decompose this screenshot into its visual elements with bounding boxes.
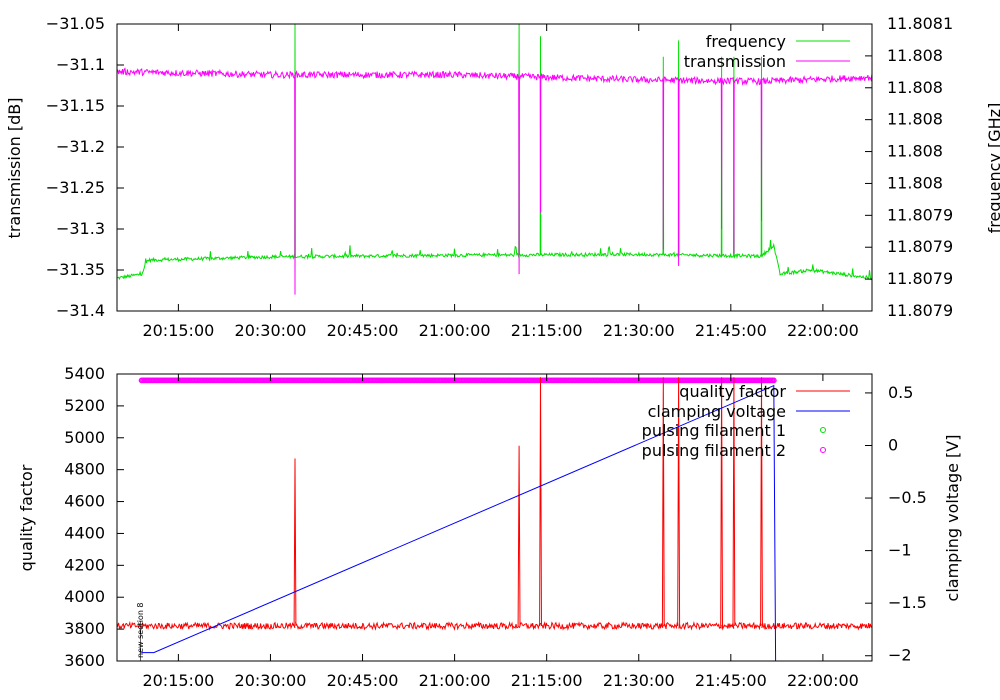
top-y2-tick-label: 11.8079 (887, 269, 953, 288)
top-legend: frequency transmission (684, 32, 850, 71)
top-plot-frame (116, 23, 873, 312)
bottom-y-tick-label: 4200 (64, 555, 105, 574)
top-y2-tick-label: 11.808 (887, 78, 943, 97)
bottom-x-tick-label: 21:30:00 (603, 671, 675, 690)
top-x-tick-label: 21:45:00 (695, 321, 767, 340)
bottom-y-tick-label: 4400 (64, 523, 105, 542)
top-y2-tick-label: 11.808 (887, 110, 943, 129)
bottom-x-tick-label: 22:00:00 (787, 671, 859, 690)
bottom-y-tick-label: 5200 (64, 396, 105, 415)
bottom-y-tick-label: 4600 (64, 492, 105, 511)
top-y-tick-label: −31.3 (56, 219, 105, 238)
top-y2-tick-label: 11.8079 (887, 237, 953, 256)
legend-label-frequency: frequency (706, 32, 786, 51)
top-y-tick-label: −31.15 (46, 96, 105, 115)
legend-marker-pulsing-filament-1 (820, 427, 826, 433)
bottom-y-axis-right: 0.5 0 −0.5 −1 −1.5 −2 (865, 383, 927, 665)
legend-label-quality-factor: quality factor (679, 382, 786, 401)
bottom-y2-tick-label: −1.5 (888, 593, 927, 612)
top-y-axis-label: transmission [dB] (5, 98, 24, 239)
top-y-tick-label: −31.05 (46, 14, 105, 33)
top-x-tick-label: 20:45:00 (327, 321, 399, 340)
bottom-plot-frame (116, 373, 873, 662)
top-y2-tick-label: 11.808 (887, 46, 943, 65)
bottom-x-tick-label: 21:00:00 (419, 671, 491, 690)
top-y2-tick-label: 11.8081 (887, 14, 953, 33)
bottom-y2-tick-label: 0.5 (888, 383, 913, 402)
top-y2-tick-label: 11.808 (887, 173, 943, 192)
legend-label-transmission: transmission (684, 52, 786, 71)
legend-label-pulsing-filament-2: pulsing filament 2 (642, 441, 786, 460)
bottom-y-tick-label: 3600 (64, 651, 105, 670)
top-x-tick-label: 21:00:00 (419, 321, 491, 340)
top-panel: 20:15:00 20:30:00 20:45:00 21:00:00 21:15:00… (5, 14, 1000, 340)
top-x-tick-label: 20:30:00 (235, 321, 307, 340)
bottom-series-layer (116, 377, 873, 662)
top-y-tick-label: −31.1 (56, 55, 105, 74)
top-y2-axis-label: frequency [GHz] (985, 103, 1000, 234)
bottom-x-tick-label: 20:30:00 (235, 671, 307, 690)
bottom-y2-tick-label: −1 (888, 541, 912, 560)
bottom-x-axis: 20:15:00 20:30:00 20:45:00 21:00:00 21:15:00… (142, 374, 859, 690)
bottom-x-tick-label: 21:45:00 (695, 671, 767, 690)
top-y2-tick-label: 11.808 (887, 142, 943, 161)
bottom-y-axis-label: quality factor (17, 464, 36, 571)
legend-marker-pulsing-filament-2 (820, 447, 826, 453)
bottom-panel: 20:15:00 20:30:00 20:45:00 21:00:00 21:15:00… (17, 364, 962, 690)
series-frequency-line (116, 23, 872, 281)
bottom-y2-axis-label: clamping voltage [V] (943, 435, 962, 602)
series-transmission-line (116, 67, 873, 295)
top-x-tick-label: 20:15:00 (142, 321, 214, 340)
top-x-tick-label: 21:30:00 (603, 321, 675, 340)
top-x-tick-label: 21:15:00 (511, 321, 583, 340)
top-y2-tick-label: 11.8079 (887, 301, 953, 320)
bottom-x-tick-label: 20:45:00 (327, 671, 399, 690)
section-annotation: new section 8 (136, 602, 145, 658)
bottom-y-tick-label: 5000 (64, 428, 105, 447)
bottom-y-tick-label: 4800 (64, 460, 105, 479)
bottom-y2-tick-label: −0.5 (888, 488, 927, 507)
top-y-tick-label: −31.2 (56, 137, 105, 156)
bottom-y2-tick-label: 0 (888, 435, 898, 454)
top-y2-tick-label: 11.8079 (887, 205, 953, 224)
top-x-tick-label: 22:00:00 (787, 321, 859, 340)
top-y-tick-label: −31.25 (46, 178, 105, 197)
top-series-layer (116, 23, 873, 295)
legend-label-pulsing-filament-1: pulsing filament 1 (642, 421, 786, 440)
pulsing-filament-2-marker (770, 377, 777, 384)
top-y-axis-left: −31.05 −31.1 −31.15 −31.2 −31.25 −31.3 −31.35 −… (46, 14, 124, 320)
bottom-y-tick-label: 3800 (64, 619, 105, 638)
top-y-axis-right: 11.8081 11.808 11.808 11.808 11.808 11.808 11.… (865, 14, 953, 320)
bottom-x-tick-label: 20:15:00 (142, 671, 214, 690)
bottom-x-tick-label: 21:15:00 (511, 671, 583, 690)
bottom-y2-tick-label: −2 (888, 646, 912, 665)
bottom-y-axis-left: 3600 3800 4000 4200 4400 4600 4800 5000 5200 5400 (64, 364, 124, 670)
legend-label-clamping-voltage: clamping voltage (648, 402, 786, 421)
series-clamping-voltage-line (141, 384, 777, 662)
top-y-tick-label: −31.35 (46, 260, 105, 279)
top-y-tick-label: −31.4 (56, 301, 105, 320)
series-quality-factor-line (116, 377, 873, 631)
bottom-y-tick-label: 4000 (64, 587, 105, 606)
bottom-y-tick-label: 5400 (64, 364, 105, 383)
bottom-legend: quality factor clamping voltage pulsing … (642, 382, 850, 460)
top-x-axis: 20:15:00 20:30:00 20:45:00 21:00:00 21:15:00… (142, 24, 859, 340)
